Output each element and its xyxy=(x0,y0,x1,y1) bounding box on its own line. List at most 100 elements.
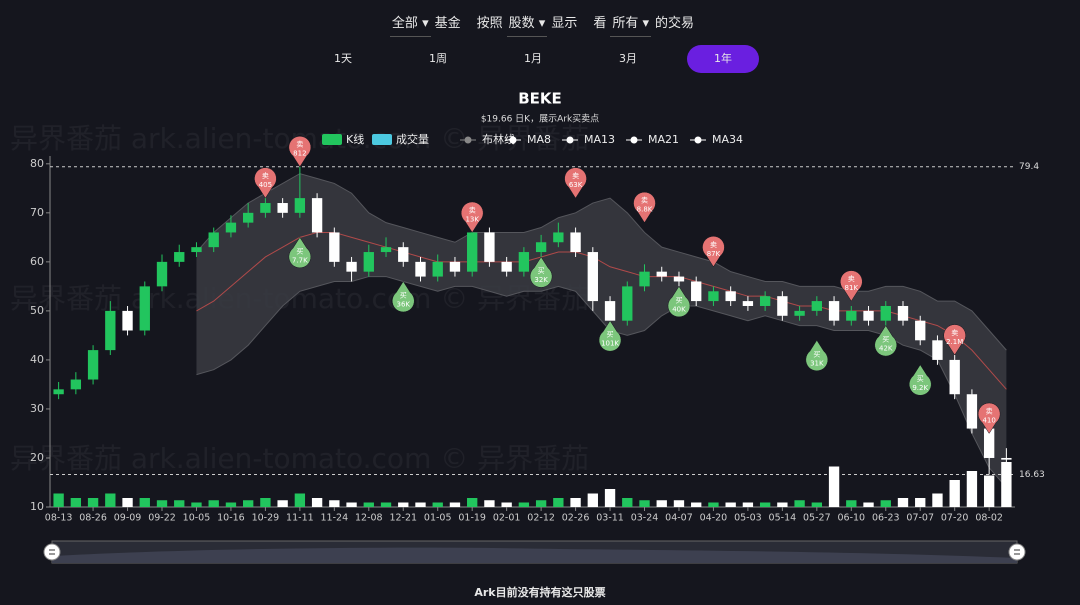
volume-bar xyxy=(846,500,857,507)
volume-bar xyxy=(759,502,771,507)
x-tick-label: 08-02 xyxy=(975,513,1003,524)
y-tick-label: 10 xyxy=(30,500,44,513)
volume-bar xyxy=(535,500,547,507)
candle-body xyxy=(587,252,598,302)
y-tick-label: 80 xyxy=(30,157,44,170)
period-button[interactable]: 1月 xyxy=(524,52,542,65)
volume-bar xyxy=(398,502,409,507)
x-tick-label: 07-07 xyxy=(906,513,934,524)
volume-bar xyxy=(122,498,133,507)
trade-pin xyxy=(702,236,725,268)
period-button[interactable]: 1周 xyxy=(429,52,447,65)
candle-body xyxy=(243,212,254,223)
volume-bar xyxy=(518,502,530,507)
x-tick-label: 06-10 xyxy=(837,513,865,524)
trade-pin xyxy=(977,402,1001,434)
legend-swatch xyxy=(694,136,702,144)
legend-swatch xyxy=(509,136,517,144)
trade-pin xyxy=(633,191,656,224)
volume-bar xyxy=(932,493,943,507)
filter-fund[interactable]: 全部 ▾ 基金 xyxy=(386,12,461,37)
filter-unit[interactable]: 按照 股数 ▾ 显示 xyxy=(476,12,578,37)
x-tick-label: 12-08 xyxy=(355,513,383,524)
trade-pin xyxy=(943,324,966,356)
volume-bar xyxy=(311,498,323,507)
period-button[interactable]: 1年 xyxy=(687,45,759,73)
trade-side: 卖 xyxy=(848,275,855,283)
trade-label: 31K xyxy=(810,359,824,367)
filter-trade[interactable]: 看所有 ▾ 的交易 xyxy=(593,12,694,37)
candle-body xyxy=(880,305,891,321)
trade-pin xyxy=(840,270,863,302)
filter-text: 基金 xyxy=(434,16,461,31)
candle-body xyxy=(191,247,202,253)
candle-body xyxy=(691,281,702,302)
trade-side: 卖 xyxy=(986,407,993,415)
candle-body xyxy=(777,296,788,316)
period-button[interactable]: 1天 xyxy=(334,52,352,65)
period-button[interactable]: 3月 xyxy=(619,52,637,65)
x-tick-label: 05-03 xyxy=(734,513,762,524)
volume-bar xyxy=(708,502,719,507)
trade-pin xyxy=(288,236,312,269)
candle-body xyxy=(983,428,995,458)
zoom-preview xyxy=(52,547,1017,563)
volume-bar xyxy=(156,500,168,507)
trade-label: 410 xyxy=(982,416,995,424)
trade-label: 36K xyxy=(397,300,411,308)
y-tick-label: 50 xyxy=(30,304,44,317)
x-tick-label: 02-01 xyxy=(493,513,521,524)
trade-label: 2.1M xyxy=(946,338,963,346)
candle-body xyxy=(225,222,237,233)
candle-body xyxy=(639,271,650,287)
volume-bar xyxy=(363,502,374,507)
trade-pin xyxy=(529,256,553,288)
legend-label: 成交量 xyxy=(396,132,429,146)
volume-bar xyxy=(811,502,822,507)
candle-body xyxy=(122,310,133,331)
trade-pin xyxy=(460,201,484,233)
x-tick-label: 09-22 xyxy=(148,513,176,524)
candle-body xyxy=(174,252,185,262)
candle-body xyxy=(105,310,116,351)
legend-label: 布林线 xyxy=(482,132,515,146)
zoom-handle[interactable] xyxy=(43,543,61,561)
candle-body xyxy=(363,252,374,272)
volume-bar xyxy=(622,498,633,507)
y-tick-label: 40 xyxy=(30,353,44,366)
legend-swatch xyxy=(322,134,342,145)
trade-side: 卖 xyxy=(951,329,958,337)
candle-body xyxy=(380,247,392,253)
candle-body xyxy=(966,394,978,429)
volume-bar xyxy=(794,500,805,507)
volume-bar xyxy=(966,471,978,507)
select[interactable]: 全部 ▾ xyxy=(389,16,431,37)
x-tick-label: 03-24 xyxy=(631,513,659,524)
trade-side: 卖 xyxy=(710,241,717,249)
filter-text: 显示 xyxy=(551,16,578,31)
select[interactable]: 所有 ▾ xyxy=(610,16,652,37)
watermark: 异界番茄 ark.alien-tomato.com © 异界番茄 xyxy=(10,442,589,475)
trade-pin xyxy=(667,285,691,318)
x-tick-label: 05-27 xyxy=(803,513,831,524)
x-tick-label: 01-19 xyxy=(458,513,486,524)
trade-marker: 买7.7K xyxy=(288,236,312,269)
legend-label: MA13 xyxy=(584,133,615,146)
x-tick-label: 10-29 xyxy=(252,513,280,524)
trade-pin xyxy=(909,364,932,396)
select[interactable]: 股数 ▾ xyxy=(506,16,548,37)
trade-marker: 卖8.8K xyxy=(633,191,656,224)
zoom-handle[interactable] xyxy=(1008,543,1026,561)
trade-side: 买 xyxy=(882,336,889,344)
candle-body xyxy=(87,350,99,380)
x-tick-label: 11-11 xyxy=(286,513,314,524)
volume-bar xyxy=(570,498,581,507)
select-text: 所有 xyxy=(612,16,639,31)
filter-text: 按照 xyxy=(476,16,503,31)
volume-bar xyxy=(380,502,392,507)
